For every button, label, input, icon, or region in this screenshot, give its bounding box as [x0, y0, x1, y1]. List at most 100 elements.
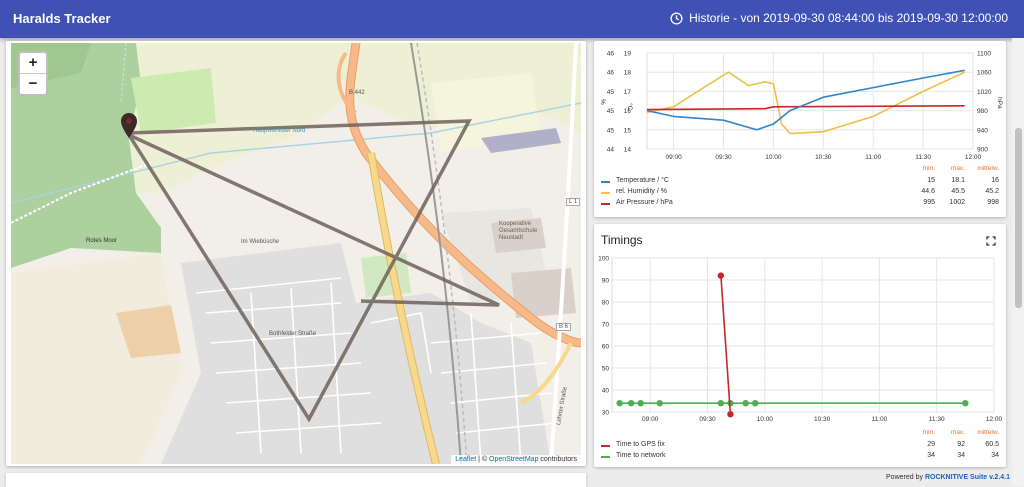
y-tick-humidity: 46: [607, 51, 615, 58]
legend-avg: 998: [987, 199, 999, 206]
legend-header-max: max.: [950, 165, 965, 172]
y-tick-pressure: 980: [977, 108, 988, 115]
sensor-legend: min. max. mittelw. Temperature / °C 15 1…: [601, 165, 999, 209]
legend-header-avg: mittelw.: [977, 165, 999, 172]
data-point: [717, 400, 725, 407]
footer-brand-link[interactable]: ROCKNITIVE Suite v.2.4.1: [924, 474, 1010, 481]
legend-row-temperature[interactable]: Temperature / °C 15 18.1 16: [601, 176, 999, 187]
legend-row-gps-fix[interactable]: Time to GPS fix 29 92 60.5: [601, 440, 999, 451]
series-line: [646, 105, 965, 111]
axis-unit-humidity: %: [599, 99, 606, 105]
y-tick: 70: [602, 322, 610, 329]
y-tick-temp: 14: [624, 147, 632, 154]
legend-min: 29: [927, 441, 935, 448]
legend-max: 34: [957, 452, 965, 459]
scrollbar-thumb[interactable]: [1015, 128, 1022, 308]
y-tick-pressure: 1100: [977, 51, 991, 58]
legend-row-pressure[interactable]: Air Pressure / hPa 995 1002 998: [601, 198, 999, 209]
next-card-edge: [6, 473, 586, 487]
fullscreen-icon[interactable]: [986, 236, 996, 246]
timings-chart: 100 90 80 70 60 50 40 30 09:00 09:30 10:00 10:30 11:…: [598, 256, 1003, 424]
x-tick: 09:00: [665, 154, 682, 161]
y-tick-humidity: 44: [607, 147, 615, 154]
y-tick-temp: 15: [624, 127, 632, 134]
data-point: [742, 400, 749, 407]
legend-max: 18.1: [951, 177, 965, 184]
y-tick: 100: [598, 256, 609, 263]
attribution-sep: | ©: [476, 456, 490, 463]
y-tick-humidity: 46: [607, 70, 615, 77]
footer-prefix: Powered by: [886, 474, 925, 481]
y-tick: 80: [602, 300, 610, 307]
y-tick: 30: [602, 410, 610, 417]
scrollbar[interactable]: [1012, 38, 1024, 486]
x-tick: 12:00: [986, 416, 1003, 423]
attribution-suffix: contributors: [538, 456, 577, 463]
osm-link[interactable]: OpenStreetMap: [489, 456, 539, 463]
y-tick-humidity: 45: [607, 127, 615, 134]
legend-min: 15: [927, 177, 935, 184]
legend-row-humidity[interactable]: rel. Humidity / % 44.6 45.5 45.2: [601, 187, 999, 198]
y-tick-pressure: 1020: [977, 89, 992, 96]
map-label-l1: L 1: [566, 198, 581, 206]
series-line: [720, 275, 732, 415]
y-tick-pressure: 1060: [977, 70, 992, 77]
sensor-card: 19 46 1100 18 46 1060 17 45 1020 16 45 980 15 45 940 14…: [594, 41, 1006, 217]
map-tiles: [11, 43, 581, 464]
y-tick-temp: 19: [624, 51, 632, 58]
sensor-chart: 19 46 1100 18 46 1060 17 45 1020 16 45 980 15 45 940 14…: [599, 51, 1003, 162]
legend-swatch: [601, 203, 610, 205]
legend-row-network[interactable]: Time to network 34 34 34: [601, 451, 999, 462]
x-tick: 10:00: [757, 416, 774, 423]
zoom-in-button[interactable]: +: [20, 53, 46, 74]
legend-swatch: [601, 181, 610, 183]
data-point: [717, 272, 725, 279]
data-point: [727, 411, 734, 418]
legend-max: 45.5: [951, 188, 965, 195]
y-tick-pressure: 940: [977, 127, 988, 134]
data-point: [637, 400, 644, 407]
history-range[interactable]: Historie - von 2019-09-30 08:44:00 bis 2…: [670, 11, 1008, 25]
zoom-control: + −: [18, 51, 48, 96]
legend-header-min: min.: [922, 165, 935, 172]
legend-avg: 60.5: [985, 441, 999, 448]
legend-name: Time to GPS fix: [616, 441, 665, 448]
data-point: [656, 400, 663, 407]
axis-unit-pressure: hPa: [996, 97, 1003, 109]
x-tick: 10:00: [765, 154, 782, 161]
legend-name: Air Pressure / hPa: [616, 199, 673, 206]
legend-header-avg: mittelw.: [977, 429, 999, 436]
y-tick: 50: [602, 366, 610, 373]
plot-area: [611, 257, 995, 413]
x-tick: 10:30: [815, 154, 832, 161]
timings-card: Timings 100 90 80 70 60 50 40 30 09:00 09:30 10:00…: [594, 224, 1006, 467]
map-label-schule: Kooperative Gesamtschule Neustadt: [499, 221, 538, 241]
zoom-out-button[interactable]: −: [28, 75, 38, 92]
plot-area: [646, 52, 974, 150]
map-label-wiebuesche: Im Wiebüsche: [241, 239, 280, 245]
legend-name: Time to network: [616, 452, 666, 459]
map[interactable]: B 442 Hauptvorfluter Nord Rotes Moor Im …: [11, 43, 581, 464]
legend-header-min: min.: [922, 429, 935, 436]
legend-header-max: max.: [950, 429, 965, 436]
map-attribution: Leaflet | © OpenStreetMap contributors: [451, 455, 581, 464]
history-label: Historie - von 2019-09-30 08:44:00 bis 2…: [689, 11, 1008, 25]
timings-legend: min. max. mittelw. Time to GPS fix 29 92…: [601, 429, 999, 462]
map-label-rotes-moor: Rotes Moor: [86, 238, 118, 244]
y-tick-humidity: 45: [607, 89, 615, 96]
map-marker-icon[interactable]: [121, 113, 137, 138]
series-line: [646, 69, 965, 131]
map-label-b442: B 442: [349, 90, 365, 96]
legend-swatch: [601, 456, 610, 458]
legend-max: 1002: [949, 199, 965, 206]
data-point: [752, 400, 759, 407]
legend-min: 34: [927, 452, 935, 459]
map-card: B 442 Hauptvorfluter Nord Rotes Moor Im …: [6, 41, 586, 466]
clock-icon: [670, 11, 683, 25]
x-tick: 11:00: [872, 416, 888, 423]
leaflet-link[interactable]: Leaflet: [455, 456, 477, 463]
legend-min: 995: [923, 199, 935, 206]
series-line: [646, 71, 966, 135]
legend-avg: 16: [991, 177, 999, 184]
timings-title: Timings: [601, 233, 643, 247]
